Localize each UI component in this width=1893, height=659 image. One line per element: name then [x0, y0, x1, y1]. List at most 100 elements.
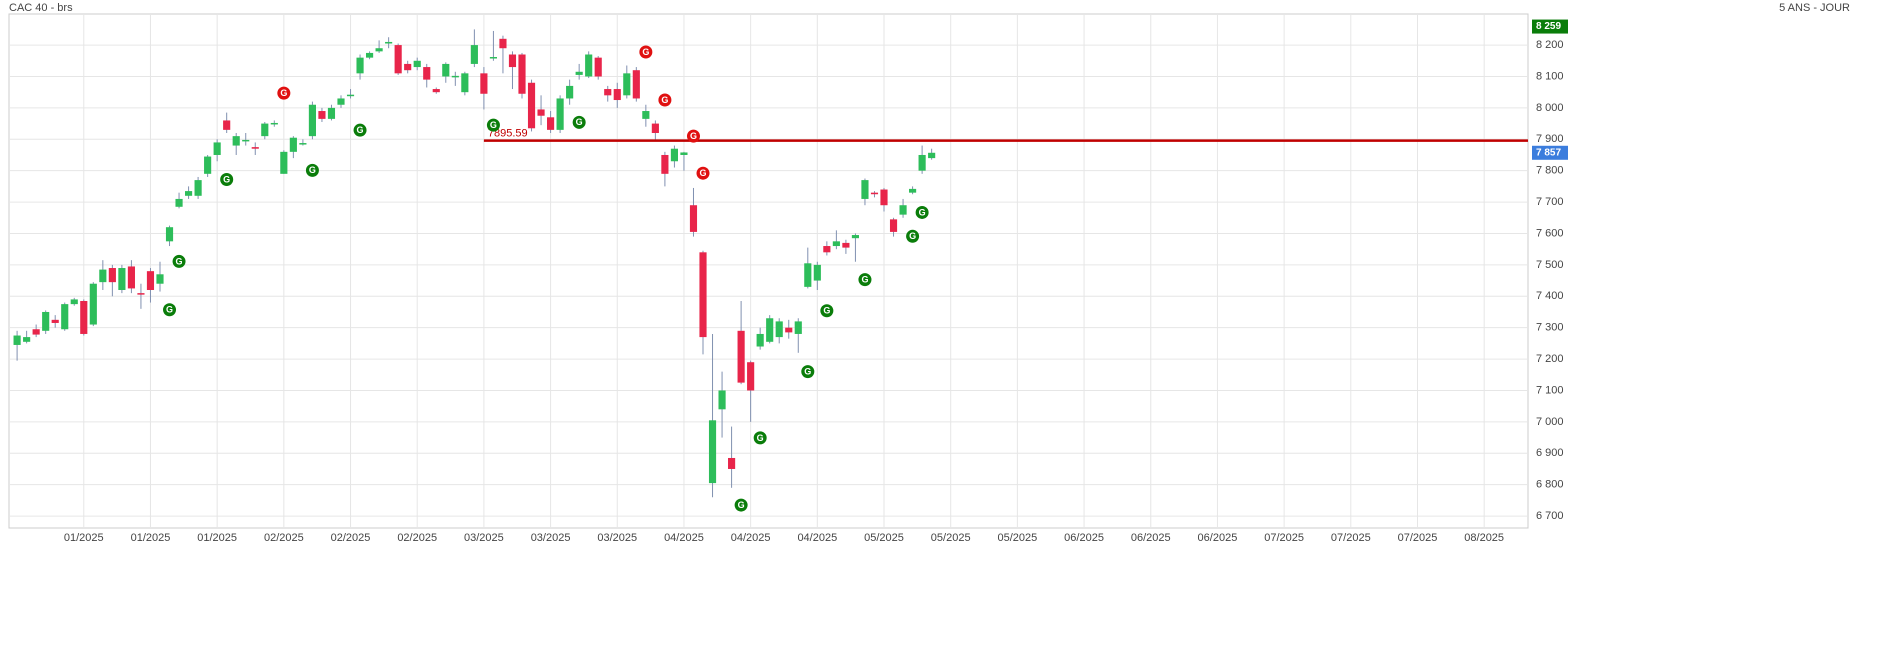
candle-body: [204, 156, 212, 174]
candle-body: [213, 142, 221, 155]
candle-body: [242, 139, 250, 142]
candle-body: [489, 57, 497, 59]
candle-body: [851, 235, 860, 239]
y-tick-label: 7 500: [1536, 259, 1564, 271]
signal-marker: [906, 229, 920, 243]
x-tick-label: 01/2025: [64, 532, 104, 544]
candle-body: [918, 154, 926, 171]
candle-body: [270, 122, 278, 125]
candle-body: [70, 299, 78, 305]
signal-label: G: [490, 120, 497, 130]
candle-body: [308, 104, 316, 137]
signal-label: G: [309, 165, 316, 175]
signal-label: G: [919, 207, 926, 217]
candle-body: [42, 311, 50, 331]
candle-body: [461, 73, 469, 93]
y-tick-label: 7 900: [1536, 133, 1564, 145]
signal-marker: [163, 303, 177, 317]
y-tick-label: 7 000: [1536, 416, 1564, 428]
x-tick-label: 04/2025: [731, 532, 771, 544]
signal-marker: [220, 172, 234, 186]
signal-marker: [820, 304, 834, 318]
candle-body: [89, 283, 97, 325]
y-tick-label: 7 700: [1536, 196, 1564, 208]
price-tag-label: 7 857: [1536, 147, 1561, 158]
candle-body: [518, 54, 526, 94]
candle-body: [880, 189, 888, 206]
signal-label: G: [357, 125, 364, 135]
signal-marker: [572, 115, 586, 129]
candle-body: [137, 293, 145, 295]
y-tick-label: 6 900: [1536, 447, 1564, 459]
signal-marker: [734, 498, 748, 512]
candle-body: [251, 147, 259, 149]
price-tag: [1532, 19, 1568, 34]
candle-body: [556, 98, 564, 130]
signal-label: G: [176, 256, 183, 266]
candle-body: [680, 152, 688, 155]
candle-body: [861, 180, 869, 199]
signal-label: G: [804, 367, 811, 377]
candle-body: [318, 111, 326, 119]
candle-body: [547, 117, 555, 130]
x-tick-label: 08/2025: [1464, 532, 1504, 544]
candle-body: [51, 319, 59, 323]
signal-marker: [801, 365, 815, 379]
x-tick-label: 02/2025: [264, 532, 304, 544]
candle-body: [699, 252, 707, 338]
candle-body: [413, 60, 421, 68]
signal-marker: [696, 166, 710, 180]
chart-title: CAC 40 - brs: [9, 2, 73, 14]
candle-body: [432, 89, 440, 93]
candle-body: [13, 335, 21, 345]
candle-body: [832, 241, 840, 247]
candle-body: [99, 269, 107, 283]
candle-body: [32, 329, 40, 335]
candle-body: [146, 271, 155, 290]
candle-body: [423, 67, 431, 80]
signal-marker: [353, 123, 367, 137]
candle-body: [508, 54, 517, 68]
plot-frame: [8, 13, 1529, 529]
x-tick-label: 01/2025: [197, 532, 237, 544]
signal-marker: [639, 45, 653, 59]
signal-label: G: [280, 88, 287, 98]
candle-body: [651, 123, 659, 134]
signal-label: G: [738, 500, 745, 510]
candle-body: [165, 227, 174, 242]
candle-body: [366, 52, 374, 58]
candle-body: [718, 390, 726, 410]
y-tick-label: 7 800: [1536, 165, 1564, 177]
signal-marker: [172, 254, 186, 268]
candle-body: [480, 73, 488, 94]
x-tick-label: 01/2025: [131, 532, 171, 544]
candle-body: [823, 246, 831, 253]
signal-marker: [753, 431, 767, 445]
candle-body: [261, 123, 269, 137]
candle-body: [185, 191, 193, 196]
x-tick-label: 06/2025: [1198, 532, 1238, 544]
candle-body: [642, 111, 650, 119]
y-tick-label: 7 200: [1536, 353, 1564, 365]
candle-body: [670, 148, 678, 162]
candle-body: [337, 98, 345, 105]
candle-body: [470, 45, 478, 64]
candle-body: [747, 362, 755, 391]
candle-body: [632, 70, 640, 99]
x-tick-label: 06/2025: [1131, 532, 1171, 544]
signal-marker: [658, 93, 672, 107]
x-tick-label: 05/2025: [997, 532, 1037, 544]
y-tick-label: 7 400: [1536, 290, 1564, 302]
candle-body: [394, 45, 402, 74]
x-tick-label: 05/2025: [864, 532, 904, 544]
x-tick-label: 07/2025: [1264, 532, 1304, 544]
price-tag-label: 8 259: [1536, 21, 1561, 32]
candle-body: [346, 94, 355, 97]
signal-label: G: [823, 306, 830, 316]
candle-body: [61, 304, 69, 330]
y-tick-label: 8 100: [1536, 70, 1564, 82]
signal-marker: [277, 86, 291, 100]
candle-body: [708, 420, 717, 484]
candle-body: [223, 120, 231, 130]
